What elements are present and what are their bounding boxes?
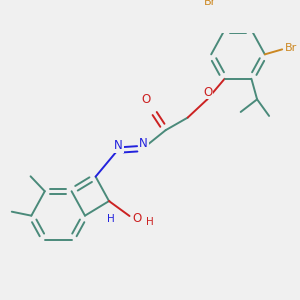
Text: O: O (133, 212, 142, 225)
Text: O: O (203, 85, 212, 98)
Text: H: H (107, 214, 115, 224)
Text: N: N (114, 139, 123, 152)
Text: H: H (146, 217, 154, 227)
Text: Br: Br (285, 43, 297, 53)
Text: N: N (139, 137, 148, 150)
Text: Br: Br (204, 0, 217, 8)
Text: O: O (141, 93, 150, 106)
